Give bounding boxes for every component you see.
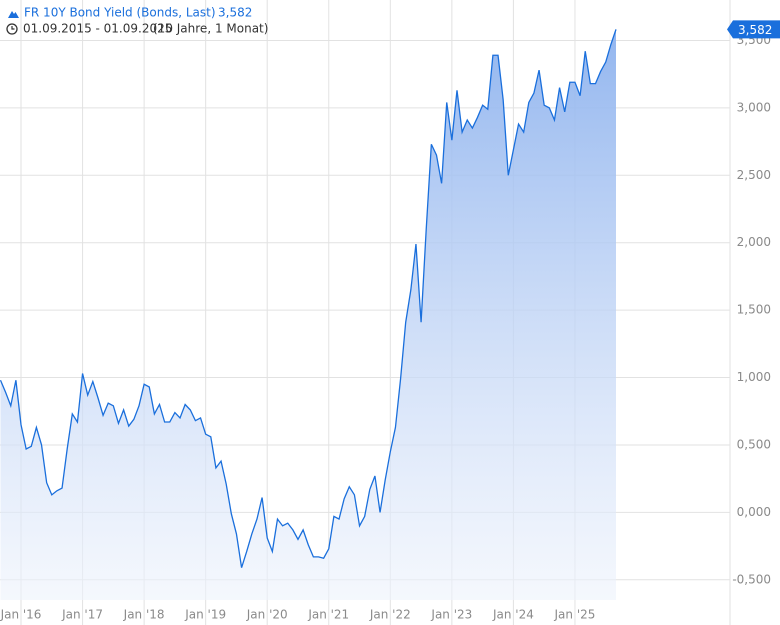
x-tick-label: Jan '18: [123, 608, 165, 622]
area: [0, 29, 616, 600]
plot: [0, 29, 617, 600]
chart-icon: [8, 11, 19, 18]
y-tick-label: 3,000: [737, 100, 771, 114]
y-tick-label: -0,500: [732, 572, 771, 586]
chart-title: FR 10Y Bond Yield (Bonds, Last): [24, 6, 216, 20]
clock-icon: [6, 23, 18, 35]
last-value: 3,582: [218, 6, 252, 20]
period: (10 Jahre, 1 Monat): [153, 22, 268, 36]
last-value-badge-label: 3,582: [738, 23, 772, 37]
y-tick-label: 0,500: [737, 437, 771, 451]
date-range: 01.09.2015 - 01.09.2025: [23, 22, 172, 36]
x-tick-label: Jan '23: [430, 608, 472, 622]
x-tick-label: Jan '16: [0, 608, 41, 622]
y-tick-label: 2,000: [737, 235, 771, 249]
last-value-badge: [727, 20, 780, 39]
clock-hand: [11, 26, 15, 30]
y-tick-label: 1,500: [737, 303, 771, 317]
x-tick-label: Jan '22: [369, 608, 411, 622]
line: [0, 29, 617, 568]
x-tick-label: Jan '24: [492, 608, 534, 622]
y-tick-label: 1,000: [737, 370, 771, 384]
x-tick-label: Jan '21: [307, 608, 349, 622]
x-tick-label: Jan '17: [61, 608, 103, 622]
x-tick-label: Jan '20: [246, 608, 288, 622]
x-tick-label: Jan '25: [554, 608, 596, 622]
x-tick-label: Jan '19: [184, 608, 226, 622]
y-tick-label: 0,000: [737, 505, 771, 519]
y-tick-label: 2,500: [737, 168, 771, 182]
